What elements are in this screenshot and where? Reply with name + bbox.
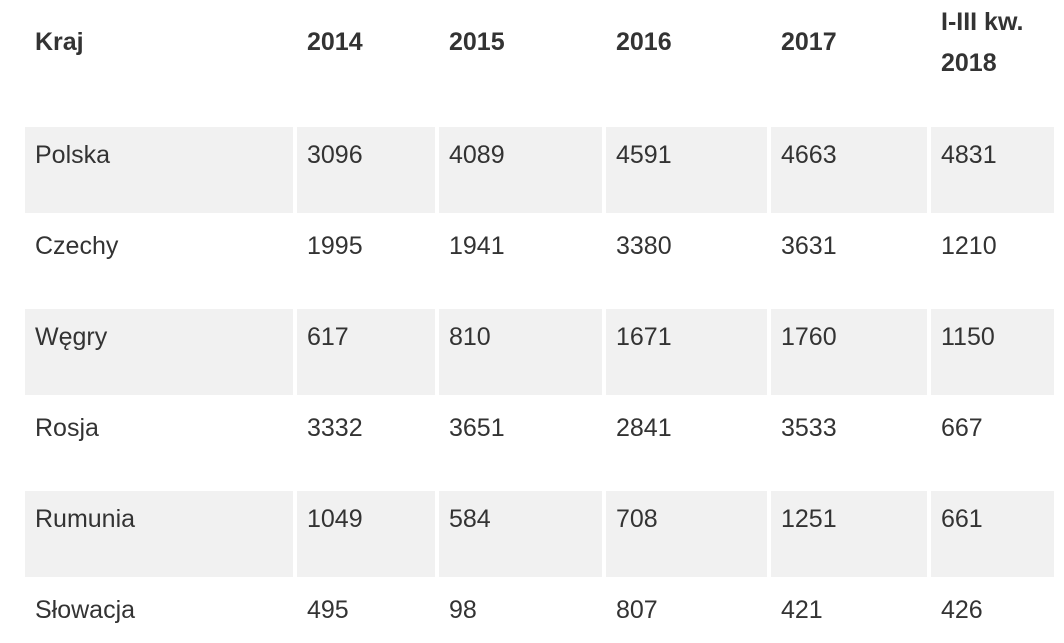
cell-text: 3533 — [781, 414, 837, 442]
cell-text: 1049 — [307, 505, 363, 533]
table-cell: 495 — [297, 582, 435, 643]
table-cell: 810 — [439, 309, 602, 395]
header-cell: 2017 — [771, 0, 927, 85]
table-cell: Węgry — [25, 309, 293, 395]
cell-text: 2841 — [616, 414, 672, 442]
cell-text: 2017 — [781, 28, 837, 56]
cell-text: Słowacja — [35, 596, 136, 624]
cell-text: I-III kw. 2018 — [941, 7, 1024, 77]
cell-text: 1995 — [307, 232, 363, 260]
table-cell: 3631 — [771, 218, 927, 304]
cell-text: Polska — [35, 141, 111, 169]
table-cell: 4831 — [931, 127, 1054, 213]
table-cell: 4591 — [606, 127, 767, 213]
table-cell: 4089 — [439, 127, 602, 213]
table-cell: Rosja — [25, 400, 293, 486]
cell-text: 2014 — [307, 28, 363, 56]
cell-text: 426 — [941, 596, 983, 624]
cell-text: Rumunia — [35, 505, 136, 533]
table-cell: 3380 — [606, 218, 767, 304]
cell-text: 584 — [449, 505, 491, 533]
header-cell: I-III kw. 2018 — [931, 0, 1054, 85]
table-cell: 1995 — [297, 218, 435, 304]
cell-text: 810 — [449, 323, 491, 351]
cell-text: 2016 — [616, 28, 672, 56]
cell-text: 1941 — [449, 232, 505, 260]
cell-text: 4089 — [449, 141, 505, 169]
table-cell: 1150 — [931, 309, 1054, 395]
cell-text: 4591 — [616, 141, 672, 169]
table-cell: 426 — [931, 582, 1054, 643]
table-cell: 1671 — [606, 309, 767, 395]
table-cell: 1941 — [439, 218, 602, 304]
cell-text: 1760 — [781, 323, 837, 351]
cell-text: 3332 — [307, 414, 363, 442]
cell-text: 495 — [307, 596, 349, 624]
cell-text: 1210 — [941, 232, 997, 260]
cell-text: 1150 — [941, 323, 995, 351]
header-cell: 2014 — [297, 0, 435, 85]
cell-text: 4831 — [941, 141, 997, 169]
cell-text: 2015 — [449, 28, 505, 56]
cell-text: 421 — [781, 596, 823, 624]
cell-text: 3651 — [449, 414, 505, 442]
table-cell: 584 — [439, 491, 602, 577]
cell-text: 1671 — [616, 323, 672, 351]
cell-text: 98 — [449, 596, 477, 624]
table-cell: 1760 — [771, 309, 927, 395]
table-cell: 807 — [606, 582, 767, 643]
cell-text: 708 — [616, 505, 658, 533]
table-cell: 4663 — [771, 127, 927, 213]
table-cell: 421 — [771, 582, 927, 643]
table-cell: Polska — [25, 127, 293, 213]
cell-text: 1251 — [781, 505, 837, 533]
table-cell: 1049 — [297, 491, 435, 577]
table-cell: 3651 — [439, 400, 602, 486]
cell-text: 3631 — [781, 232, 837, 260]
header-cell: Kraj — [25, 0, 293, 85]
header-cell: 2016 — [606, 0, 767, 85]
cell-text: 3380 — [616, 232, 672, 260]
cell-text: 3096 — [307, 141, 363, 169]
table-cell: Rumunia — [25, 491, 293, 577]
cell-text: Węgry — [35, 323, 108, 351]
table-cell: Słowacja — [25, 582, 293, 643]
table-cell: 3096 — [297, 127, 435, 213]
table-cell: 3533 — [771, 400, 927, 486]
table-cell: 1251 — [771, 491, 927, 577]
cell-text: 667 — [941, 414, 983, 442]
table-cell: 2841 — [606, 400, 767, 486]
table-cell: 1210 — [931, 218, 1054, 304]
table-cell: Czechy — [25, 218, 293, 304]
cell-text: Czechy — [35, 232, 119, 260]
cell-text: 617 — [307, 323, 349, 351]
table-cell: 617 — [297, 309, 435, 395]
table-cell: 661 — [931, 491, 1054, 577]
cell-text: 4663 — [781, 141, 837, 169]
cell-text: 807 — [616, 596, 658, 624]
table-cell: 98 — [439, 582, 602, 643]
cell-text: 661 — [941, 505, 983, 533]
table-cell: 708 — [606, 491, 767, 577]
cell-text: Rosja — [35, 414, 99, 442]
cell-text: Kraj — [35, 28, 84, 56]
table-cell: 3332 — [297, 400, 435, 486]
header-cell: 2015 — [439, 0, 602, 85]
table-cell: 667 — [931, 400, 1054, 486]
